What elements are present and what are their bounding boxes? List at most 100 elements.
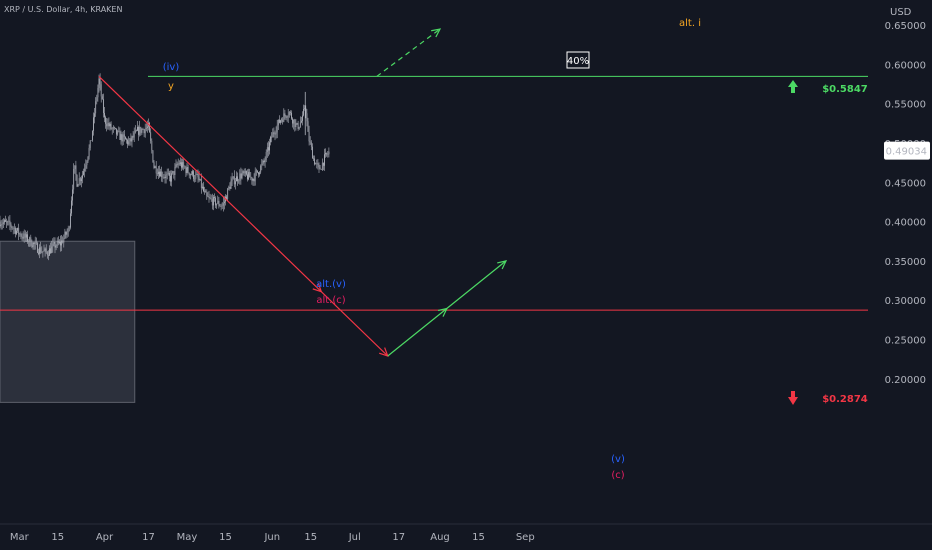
candle-body [307, 121, 309, 132]
candle-body [200, 178, 202, 189]
candle-body [290, 112, 291, 113]
candle-body [218, 200, 220, 206]
candle-body [248, 172, 249, 180]
candle-body [5, 220, 6, 222]
candle-body [43, 250, 45, 252]
candle-body [258, 172, 259, 175]
candle-body [133, 132, 135, 138]
current-price-box [884, 141, 930, 160]
candle-body [203, 186, 204, 192]
candle-body [328, 151, 330, 155]
candle-body [232, 176, 234, 179]
candle-body [12, 228, 14, 229]
candle-body [285, 115, 287, 118]
candle-body [291, 112, 292, 119]
candle-body [301, 120, 302, 123]
time-tick-label: Aug [430, 532, 450, 543]
candle-body [253, 178, 255, 182]
candle-body [294, 119, 296, 127]
candle-body [89, 140, 91, 148]
candle-body [29, 237, 31, 242]
candle-body [226, 196, 227, 200]
candle-body [309, 141, 311, 143]
candle-body [49, 248, 50, 256]
candle-body [231, 178, 233, 182]
candle-body [21, 236, 23, 238]
candle-body [180, 162, 181, 165]
candle-body [197, 174, 199, 178]
candle-body [77, 184, 79, 187]
projection-line-1 [98, 75, 389, 357]
price-tick-label: 0.30000 [885, 296, 926, 307]
upper-level-label: $0.5847 [822, 84, 868, 95]
candle-body [303, 108, 304, 116]
wave-c-label: (c) [611, 470, 624, 481]
candle-body [53, 241, 55, 244]
candle-body [286, 117, 288, 118]
candle-body [268, 147, 269, 151]
candle-body [192, 171, 193, 175]
candle-body [238, 180, 240, 182]
candle-body [50, 248, 51, 254]
time-tick-label: 15 [219, 532, 232, 543]
candle-body [51, 246, 53, 254]
candle-body [228, 187, 230, 189]
candle-body [210, 198, 212, 200]
candle-body [230, 181, 232, 189]
candle-body [145, 127, 147, 129]
wave-iv-label: (iv) [163, 62, 180, 73]
candle-body [73, 168, 75, 190]
candle-body [164, 176, 166, 179]
candle-body [63, 237, 65, 243]
candle-body [104, 113, 105, 118]
candle-body [4, 220, 5, 223]
candle-body [84, 168, 86, 172]
candle-body [271, 136, 273, 138]
candle-body [236, 176, 237, 182]
candle-body [166, 173, 168, 175]
candle-body [26, 234, 27, 238]
candle-body [56, 240, 58, 246]
candle-body [316, 163, 318, 164]
candle-body [90, 140, 92, 141]
candle-body [313, 158, 314, 160]
candle-body [297, 123, 299, 129]
time-tick-label: Sep [516, 532, 535, 543]
candle-body [142, 129, 144, 130]
candle-body [65, 231, 67, 235]
candle-body [216, 203, 218, 206]
candle-body [8, 220, 10, 222]
currency-label: USD [890, 7, 912, 18]
candle-body [243, 171, 245, 174]
candle-body [129, 138, 131, 142]
candle-body [136, 130, 137, 132]
candle-body [276, 125, 278, 133]
price-tick-label: 0.55000 [885, 100, 926, 111]
candle-body [177, 163, 179, 166]
candle-body [208, 196, 210, 198]
candle-body [227, 188, 229, 200]
candle-body [233, 176, 235, 185]
candle-body [153, 162, 155, 168]
candle-body [45, 248, 47, 253]
time-axis-bg [0, 524, 932, 550]
candle-body [194, 178, 196, 180]
candle-body [18, 227, 20, 235]
candle-body [147, 126, 148, 128]
candle-body [266, 147, 268, 152]
candle-body [106, 123, 108, 127]
current-price-label: 0.49034 [886, 147, 927, 158]
candle-body [318, 164, 320, 168]
candle-body [265, 151, 267, 160]
support-zone-layer [0, 240, 136, 403]
candle-body [260, 165, 262, 173]
projection-arrowhead-2 [497, 260, 508, 270]
time-tick-label: Jun [263, 532, 280, 543]
candle-body [298, 126, 300, 129]
candle-body [252, 178, 254, 181]
candle-body [171, 173, 172, 182]
candle-body [13, 228, 15, 229]
candle-body [115, 127, 116, 129]
